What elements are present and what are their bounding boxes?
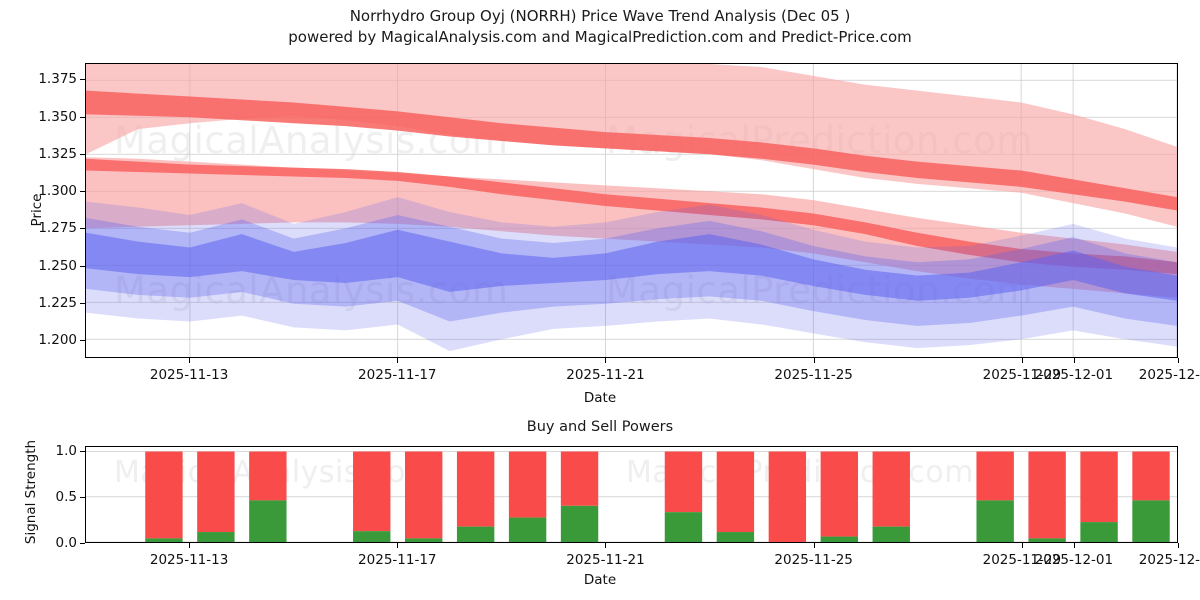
power-y-tick-mark bbox=[80, 450, 85, 452]
price-y-tick-mark bbox=[80, 302, 85, 304]
power-y-tick-label: 0.0 bbox=[55, 535, 77, 551]
power-x-tick-mark bbox=[1021, 543, 1023, 548]
price-x-tick-mark bbox=[813, 358, 815, 363]
power-y-tick-mark bbox=[80, 496, 85, 498]
power-y-tick-label: 1.0 bbox=[55, 442, 77, 459]
price-y-axis-label: Price bbox=[29, 193, 45, 227]
page-title: Norrhydro Group Oyj (NORRH) Price Wave T… bbox=[349, 7, 851, 25]
power-bars bbox=[86, 451, 1177, 542]
price-y-tick-label: 1.225 bbox=[38, 294, 77, 311]
price-x-tick-mark bbox=[1073, 358, 1075, 363]
price-plot-frame: MagicalAnalysis.com MagicalPrediction.co… bbox=[85, 63, 1178, 358]
power-x-tick-label: 2025-11-29 bbox=[982, 552, 1062, 568]
price-y-tick-mark bbox=[80, 116, 85, 118]
power-x-tick-mark bbox=[1073, 543, 1075, 548]
price-y-tick-mark bbox=[80, 153, 85, 155]
price-y-tick-label: 1.250 bbox=[38, 257, 77, 274]
power-chart-title: Buy and Sell Powers bbox=[526, 419, 674, 435]
power-x-tick-label: 2025-12-05 bbox=[1138, 552, 1200, 568]
price-y-tick-label: 1.275 bbox=[38, 220, 77, 237]
power-y-axis-label: Signal Strength bbox=[23, 439, 39, 545]
price-y-tick-label: 1.350 bbox=[38, 108, 77, 125]
title-block: Norrhydro Group Oyj (NORRH) Price Wave T… bbox=[0, 6, 1200, 48]
price-y-tick-mark bbox=[80, 265, 85, 267]
price-wave-bands bbox=[86, 64, 1177, 357]
price-y-tick-mark bbox=[80, 340, 85, 342]
price-x-tick-label: 2025-11-21 bbox=[566, 367, 645, 383]
price-y-tick-label: 1.300 bbox=[38, 183, 77, 200]
price-x-tick-mark bbox=[1178, 358, 1179, 363]
power-x-tick-label: 2025-11-13 bbox=[149, 552, 229, 568]
buy-sell-powers-chart: MagicalAnalysis.com MagicalPrediction.co… bbox=[56, 443, 1200, 568]
price-y-tick-mark bbox=[80, 191, 85, 193]
power-x-tick-label: 2025-11-25 bbox=[774, 552, 853, 568]
power-x-tick-label: 2025-12-01 bbox=[1034, 552, 1114, 568]
power-x-tick-mark bbox=[189, 543, 191, 548]
power-x-tick-mark bbox=[813, 543, 815, 548]
price-x-tick-label: 2025-11-29 bbox=[982, 367, 1062, 383]
price-x-tick-mark bbox=[1021, 358, 1023, 363]
price-x-tick-label: 2025-11-17 bbox=[358, 367, 437, 383]
power-y-tick-label: 0.5 bbox=[55, 488, 77, 505]
price-wave-chart: MagicalAnalysis.com MagicalPrediction.co… bbox=[38, 63, 1200, 383]
price-y-tick-label: 1.200 bbox=[38, 332, 77, 349]
price-x-tick-label: 2025-11-13 bbox=[149, 367, 229, 383]
power-x-axis-label: Date bbox=[583, 572, 617, 588]
page-subtitle: powered by MagicalAnalysis.com and Magic… bbox=[288, 28, 912, 46]
power-x-tick-label: 2025-11-17 bbox=[358, 552, 437, 568]
power-x-tick-label: 2025-11-21 bbox=[566, 552, 645, 568]
price-x-tick-mark bbox=[397, 358, 399, 363]
power-x-tick-mark bbox=[605, 543, 607, 548]
power-x-tick-mark bbox=[1178, 543, 1179, 548]
price-x-tick-label: 2025-12-01 bbox=[1034, 367, 1114, 383]
price-x-tick-label: 2025-11-25 bbox=[774, 367, 853, 383]
price-x-tick-mark bbox=[189, 358, 191, 363]
power-x-tick-mark bbox=[397, 543, 399, 548]
price-y-tick-mark bbox=[80, 79, 85, 81]
price-y-tick-label: 1.325 bbox=[38, 145, 77, 162]
price-x-tick-mark bbox=[605, 358, 607, 363]
price-x-tick-label: 2025-12-05 bbox=[1138, 367, 1200, 383]
power-y-tick-mark bbox=[80, 543, 85, 544]
price-y-tick-mark bbox=[80, 228, 85, 230]
price-y-tick-label: 1.375 bbox=[38, 71, 77, 88]
power-plot-frame: MagicalAnalysis.com MagicalPrediction.co… bbox=[85, 446, 1178, 543]
price-x-axis-label: Date bbox=[583, 390, 617, 406]
